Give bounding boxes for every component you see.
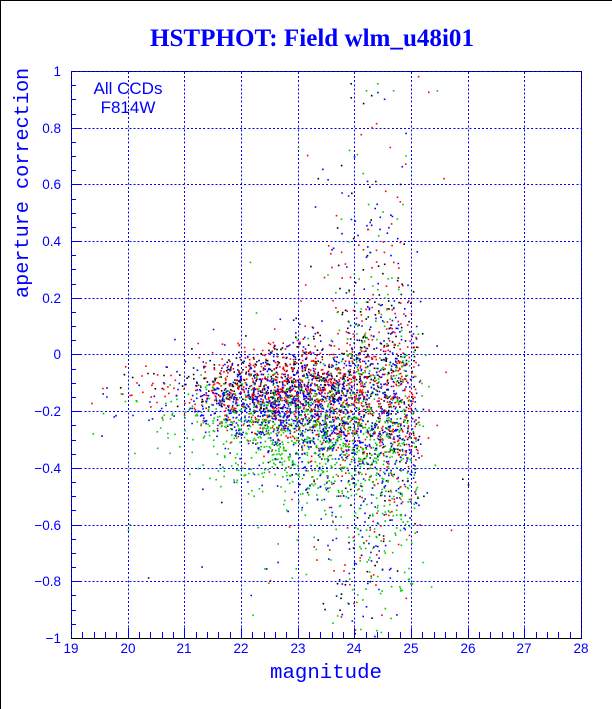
svg-text:0: 0 [53, 347, 61, 362]
svg-text:28: 28 [573, 641, 588, 656]
svg-text:−0.6: −0.6 [34, 518, 61, 533]
svg-text:20: 20 [120, 641, 135, 656]
svg-text:0.8: 0.8 [42, 121, 61, 136]
svg-text:magnitude: magnitude [270, 662, 382, 685]
svg-text:24: 24 [346, 641, 362, 656]
svg-text:26: 26 [460, 641, 475, 656]
svg-text:27: 27 [516, 641, 531, 656]
svg-text:HSTPHOT: Field wlm_u48i01: HSTPHOT: Field wlm_u48i01 [150, 23, 474, 52]
svg-text:0.4: 0.4 [42, 234, 61, 249]
svg-text:0.2: 0.2 [42, 291, 61, 306]
svg-text:23: 23 [290, 641, 305, 656]
svg-text:−0.8: −0.8 [34, 574, 61, 589]
svg-text:−1: −1 [46, 631, 61, 646]
svg-text:−0.4: −0.4 [34, 461, 61, 476]
svg-text:22: 22 [233, 641, 248, 656]
svg-text:−0.2: −0.2 [34, 404, 61, 419]
svg-text:All CCDs: All CCDs [94, 79, 163, 98]
svg-text:0.6: 0.6 [42, 177, 61, 192]
svg-text:21: 21 [176, 641, 191, 656]
svg-text:F814W: F814W [101, 98, 156, 117]
svg-text:25: 25 [403, 641, 418, 656]
svg-text:19: 19 [63, 641, 78, 656]
svg-text:1: 1 [53, 64, 61, 79]
svg-text:aperture correction: aperture correction [12, 68, 35, 298]
